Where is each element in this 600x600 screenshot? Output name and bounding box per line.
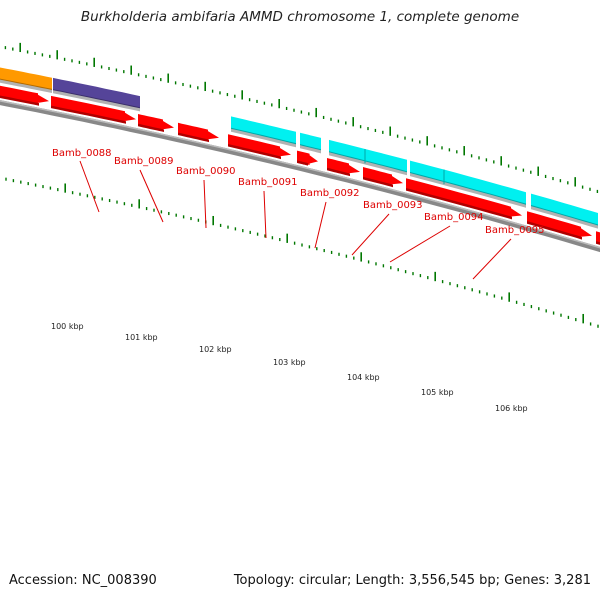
cyan-feature-bar: [300, 132, 321, 151]
kbp-label: 101 kbp: [125, 333, 158, 342]
position-labels: 100 kbp 101 kbp 102 kbp 103 kbp 104 kbp …: [51, 322, 528, 413]
cds-arrow-shadow: [178, 132, 209, 143]
kbp-label: 105 kbp: [421, 388, 454, 397]
gene-label[interactable]: Bamb_0092: [300, 188, 360, 199]
cds-arrow-shadow: [297, 160, 308, 166]
cds-arrow: [596, 231, 600, 244]
cyan-feature-bar-shadow: [531, 205, 598, 229]
leader-line: [203, 179, 207, 229]
length-value: 3,556,545 bp: [408, 573, 496, 588]
leader-line: [314, 201, 327, 249]
gene-label[interactable]: Bamb_0088: [52, 148, 112, 159]
cds-arrow: [228, 134, 291, 158]
kbp-label: 102 kbp: [199, 345, 232, 354]
gene-label[interactable]: Bamb_0094: [424, 212, 484, 223]
upper-tick-ring: [4, 42, 599, 194]
cyan-feature-bar-shadow: [231, 127, 296, 148]
cds-arrow: [51, 95, 136, 123]
accession-value: NC_008390: [81, 573, 157, 588]
genes-label: Genes:: [504, 573, 550, 588]
topology-value: circular: [298, 573, 347, 588]
cds-arrow-shadow: [363, 176, 393, 188]
accession-info: Accession: NC_008390: [9, 573, 157, 588]
cyan-feature-bar: [231, 116, 296, 145]
cds-arrow-shadow: [527, 221, 582, 240]
cyan-feature-bar-shadow: [300, 144, 321, 154]
orange-feature-bar-shadow: [0, 78, 52, 93]
cds-arrow: [363, 167, 403, 186]
genes-value: 3,281: [553, 573, 591, 588]
backbone-track: [0, 100, 600, 253]
cyan-feature-bar: [329, 139, 407, 173]
gene-label[interactable]: Bamb_0095: [485, 225, 545, 236]
gene-label[interactable]: Bamb_0090: [176, 166, 236, 177]
cds-arrow-shadow: [228, 144, 281, 160]
genome-summary: Topology: circular; Length: 3,556,545 bp…: [233, 573, 591, 588]
cds-arrow-shadow: [327, 167, 350, 177]
cds-arrow: [297, 150, 318, 165]
lower-tick-ring: [5, 177, 599, 328]
topology-label: Topology:: [233, 573, 295, 588]
gene-label[interactable]: Bamb_0093: [363, 200, 423, 211]
leader-line: [263, 190, 267, 239]
cds-arrow-shadow: [0, 95, 39, 106]
leader-line: [139, 169, 164, 223]
cyan-feature-bar-shadow: [410, 172, 526, 208]
cds-arrow: [0, 85, 49, 105]
orange-feature-bar: [0, 67, 52, 90]
leader-line: [79, 160, 100, 213]
cds-arrow-shadow: [406, 188, 512, 220]
cds-arrow: [527, 211, 592, 239]
accession-label: Accession:: [9, 573, 78, 588]
cyan-feature-bar-shadow: [329, 151, 407, 176]
leader-line: [389, 225, 451, 263]
cyan-feature-bar: [531, 193, 598, 226]
purple-feature-bar-shadow: [53, 89, 140, 112]
gene-label[interactable]: Bamb_0089: [114, 156, 174, 167]
feature-track: [0, 67, 598, 229]
backbone-line: [0, 100, 600, 253]
kbp-label: 100 kbp: [51, 322, 84, 331]
kbp-label: 103 kbp: [273, 358, 306, 367]
gene-labels: Bamb_0088 Bamb_0089 Bamb_0090 Bamb_0091 …: [52, 148, 545, 236]
kbp-label: 106 kbp: [495, 404, 528, 413]
cds-track: [0, 85, 600, 245]
leader-line: [472, 238, 512, 280]
cds-arrow-shadow: [138, 123, 164, 132]
cds-arrow: [406, 178, 522, 219]
label-leaders: [79, 160, 512, 280]
cds-arrow-shadow: [596, 241, 600, 245]
gene-label[interactable]: Bamb_0091: [238, 177, 298, 188]
leader-line: [351, 213, 390, 256]
kbp-label: 104 kbp: [347, 373, 380, 382]
map-title: Burkholderia ambifaria AMMD chromosome 1…: [80, 9, 520, 25]
cyan-feature-bar: [410, 160, 526, 205]
length-label: Length:: [355, 573, 405, 588]
purple-feature-bar: [53, 77, 140, 109]
cds-arrow-shadow: [51, 105, 126, 124]
